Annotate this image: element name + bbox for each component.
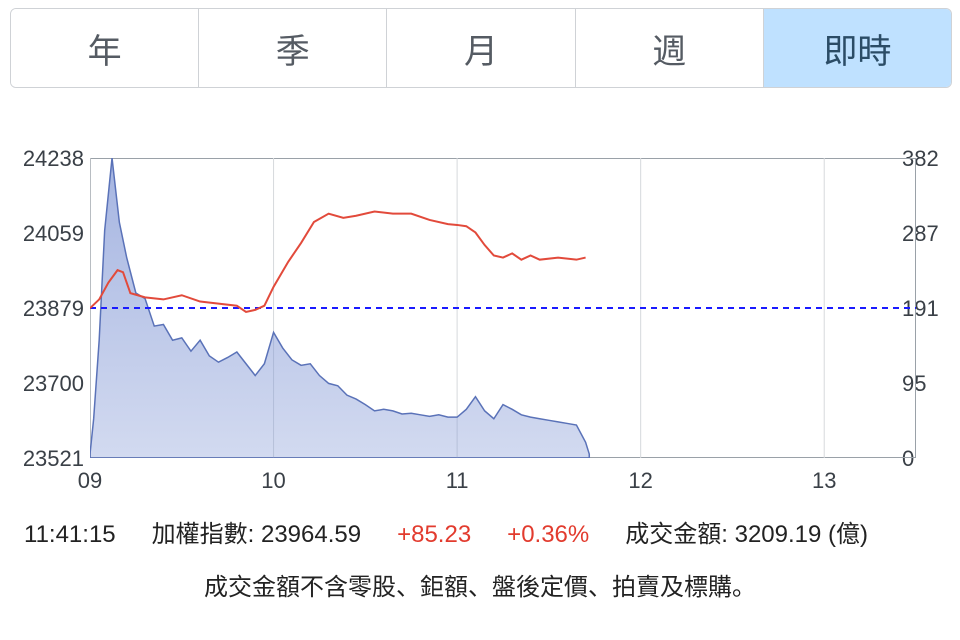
- chart-svg: [90, 158, 916, 458]
- yleft-tick: 23700: [23, 373, 84, 395]
- x-tick: 11: [446, 468, 469, 494]
- tab-month[interactable]: 月: [386, 9, 574, 87]
- yleft-tick: 24059: [23, 223, 84, 245]
- index-line: [90, 212, 586, 312]
- time-range-tabs: 年 季 月 週 即時: [10, 8, 952, 88]
- x-tick: 09: [78, 468, 102, 494]
- turnover-label: 成交金額:: [625, 514, 728, 549]
- volume-area: [90, 158, 589, 458]
- change-abs: +85.23: [397, 521, 471, 549]
- index-label: 加權指數:: [152, 514, 255, 549]
- tab-week[interactable]: 週: [575, 9, 763, 87]
- yleft-tick: 23879: [23, 298, 84, 320]
- change-pct: +0.36%: [507, 521, 589, 549]
- index-value: 23964.59: [261, 521, 361, 549]
- x-tick: 13: [812, 468, 836, 494]
- x-tick: 10: [261, 468, 285, 494]
- quote-time: 11:41:15: [24, 521, 116, 549]
- quote-summary: 11:41:15 加權指數: 23964.59 +85.23 +0.36% 成交…: [10, 514, 950, 549]
- tab-year[interactable]: 年: [11, 9, 198, 87]
- x-tick: 12: [628, 468, 652, 494]
- tab-realtime[interactable]: 即時: [763, 9, 951, 87]
- price-volume-chart: 24238 24059 23879 23700 23521 382 287 19…: [10, 158, 950, 498]
- yleft-tick: 23521: [23, 448, 84, 470]
- yleft-tick: 24238: [23, 148, 84, 170]
- tab-quarter[interactable]: 季: [198, 9, 386, 87]
- footer-note: 成交金額不含零股、鉅額、盤後定價、拍賣及標購。: [10, 567, 950, 602]
- turnover-value: 3209.19 (億): [735, 514, 868, 549]
